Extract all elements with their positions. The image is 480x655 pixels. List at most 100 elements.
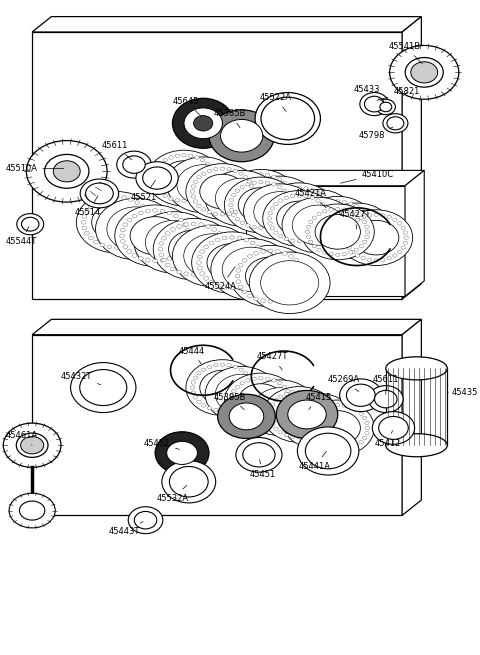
Ellipse shape — [327, 413, 331, 416]
Ellipse shape — [245, 257, 296, 295]
Ellipse shape — [342, 449, 347, 452]
Ellipse shape — [329, 208, 333, 212]
Ellipse shape — [315, 207, 360, 242]
Ellipse shape — [323, 210, 327, 213]
Ellipse shape — [175, 154, 180, 157]
Ellipse shape — [292, 401, 345, 441]
Ellipse shape — [282, 210, 287, 214]
Ellipse shape — [403, 241, 408, 244]
Ellipse shape — [190, 386, 195, 389]
Text: 45444: 45444 — [179, 346, 205, 364]
Ellipse shape — [301, 204, 374, 260]
Ellipse shape — [348, 251, 353, 254]
Ellipse shape — [397, 222, 402, 225]
Ellipse shape — [193, 180, 198, 183]
Ellipse shape — [386, 357, 447, 380]
Ellipse shape — [359, 441, 363, 444]
Ellipse shape — [195, 156, 199, 159]
Ellipse shape — [117, 151, 151, 178]
Ellipse shape — [255, 92, 321, 144]
Polygon shape — [405, 170, 424, 296]
Ellipse shape — [342, 404, 347, 407]
Ellipse shape — [209, 241, 214, 245]
Ellipse shape — [336, 449, 340, 453]
Ellipse shape — [229, 208, 234, 212]
Text: 45435: 45435 — [448, 388, 478, 397]
Ellipse shape — [276, 250, 280, 253]
Ellipse shape — [235, 385, 240, 388]
Ellipse shape — [207, 169, 212, 173]
Ellipse shape — [158, 248, 163, 251]
Ellipse shape — [202, 368, 206, 371]
Ellipse shape — [238, 188, 284, 222]
Text: 45645: 45645 — [173, 97, 201, 117]
Ellipse shape — [261, 299, 265, 303]
Ellipse shape — [186, 360, 259, 415]
Ellipse shape — [268, 222, 272, 225]
Ellipse shape — [246, 183, 250, 186]
Ellipse shape — [290, 231, 295, 234]
Ellipse shape — [21, 437, 44, 454]
Ellipse shape — [274, 231, 278, 234]
Ellipse shape — [212, 176, 216, 179]
Ellipse shape — [277, 417, 282, 421]
Ellipse shape — [327, 217, 331, 220]
Ellipse shape — [84, 231, 89, 235]
Ellipse shape — [265, 225, 270, 229]
Ellipse shape — [92, 203, 142, 241]
Ellipse shape — [153, 209, 157, 212]
Ellipse shape — [201, 195, 205, 198]
Ellipse shape — [227, 408, 231, 411]
Ellipse shape — [326, 212, 331, 215]
Text: 45611: 45611 — [372, 375, 399, 394]
Ellipse shape — [252, 225, 256, 229]
Ellipse shape — [94, 240, 98, 244]
Ellipse shape — [272, 379, 276, 382]
Ellipse shape — [278, 227, 283, 231]
Ellipse shape — [240, 214, 244, 217]
Ellipse shape — [239, 172, 243, 176]
Ellipse shape — [214, 408, 218, 411]
Ellipse shape — [246, 379, 250, 382]
Ellipse shape — [342, 245, 347, 248]
Ellipse shape — [191, 222, 196, 226]
Ellipse shape — [227, 168, 231, 171]
Ellipse shape — [272, 420, 276, 423]
Ellipse shape — [147, 150, 220, 206]
Ellipse shape — [309, 240, 313, 244]
Ellipse shape — [175, 198, 180, 202]
Ellipse shape — [361, 257, 365, 260]
Ellipse shape — [184, 108, 222, 139]
Ellipse shape — [107, 196, 112, 200]
Ellipse shape — [184, 272, 189, 276]
Ellipse shape — [324, 422, 328, 426]
Ellipse shape — [220, 363, 225, 366]
Ellipse shape — [362, 220, 367, 223]
Text: 45427T: 45427T — [257, 352, 288, 370]
Ellipse shape — [185, 228, 190, 232]
Ellipse shape — [229, 400, 233, 403]
Ellipse shape — [362, 436, 367, 440]
Text: 45451: 45451 — [250, 459, 276, 479]
Text: 45415: 45415 — [305, 393, 332, 409]
Ellipse shape — [136, 162, 178, 195]
Ellipse shape — [145, 220, 204, 265]
Ellipse shape — [298, 427, 359, 475]
Ellipse shape — [282, 413, 287, 417]
Ellipse shape — [239, 403, 243, 407]
Ellipse shape — [211, 238, 292, 300]
Ellipse shape — [155, 186, 159, 190]
Polygon shape — [402, 16, 421, 299]
Ellipse shape — [229, 198, 234, 202]
Ellipse shape — [170, 267, 175, 271]
Ellipse shape — [107, 207, 165, 251]
Ellipse shape — [310, 237, 314, 240]
Ellipse shape — [284, 189, 288, 192]
Ellipse shape — [217, 232, 222, 235]
Ellipse shape — [277, 178, 282, 181]
Ellipse shape — [246, 175, 250, 178]
Ellipse shape — [404, 236, 408, 239]
Ellipse shape — [288, 200, 292, 204]
Ellipse shape — [259, 219, 263, 222]
Ellipse shape — [354, 248, 359, 252]
